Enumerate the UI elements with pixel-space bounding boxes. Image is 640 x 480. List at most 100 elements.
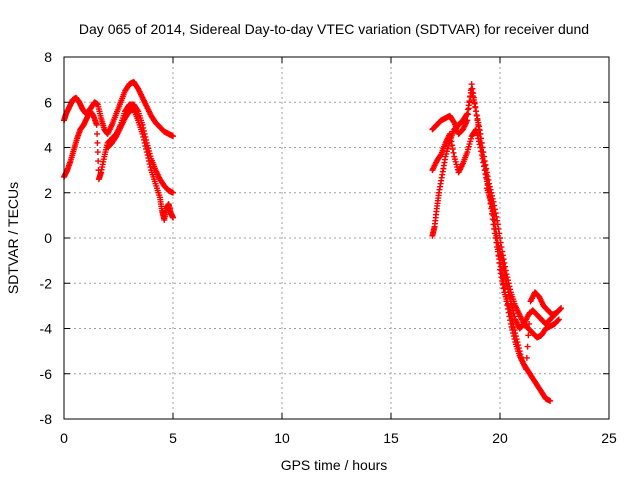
data-point: [140, 133, 147, 140]
data-point: [484, 180, 491, 187]
y-axis-label: SDTVAR / TECUs: [5, 182, 21, 294]
x-tick-label: 25: [601, 430, 617, 446]
y-tick-label: 2: [44, 185, 52, 201]
data-point: [475, 126, 482, 133]
data-point: [518, 354, 525, 361]
data-point: [448, 138, 455, 145]
data-point: [515, 342, 522, 349]
data-point: [510, 320, 517, 327]
data-point: [475, 121, 482, 128]
data-point: [496, 259, 503, 266]
data-point: [500, 285, 507, 292]
x-tick-label: 5: [169, 430, 177, 446]
data-point: [511, 327, 518, 334]
data-point: [449, 142, 456, 149]
data-point: [490, 212, 497, 219]
data-point: [95, 158, 102, 165]
data-point: [513, 336, 520, 343]
y-tick-label: 8: [44, 49, 52, 65]
data-point: [507, 308, 514, 315]
data-point: [481, 158, 488, 165]
data-point: [94, 149, 101, 156]
data-point: [94, 130, 101, 137]
data-point: [144, 152, 151, 159]
data-point: [473, 108, 480, 115]
data-point: [498, 274, 505, 281]
data-point: [512, 330, 519, 337]
data-point: [481, 162, 488, 169]
data-point: [479, 149, 486, 156]
data-point: [492, 225, 499, 232]
y-tick-label: -2: [40, 275, 53, 291]
data-point: [170, 189, 176, 196]
data-point: [146, 161, 153, 168]
data-point: [491, 216, 498, 223]
x-tick-label: 20: [492, 430, 508, 446]
data-point: [514, 339, 521, 346]
data-point: [446, 130, 453, 137]
grid: [64, 57, 609, 419]
data-point: [145, 155, 152, 162]
data-point: [146, 158, 153, 165]
data-point: [523, 354, 530, 361]
data-point: [489, 207, 496, 214]
data-point: [507, 311, 514, 318]
data-point: [517, 351, 524, 358]
data-point: [494, 239, 501, 246]
x-tick-label: 0: [60, 430, 68, 446]
data-point: [504, 286, 511, 293]
data-point: [483, 176, 490, 183]
data-point: [481, 163, 488, 170]
data-point: [505, 302, 512, 309]
data-point: [507, 295, 514, 302]
series-arc-3: [104, 106, 176, 223]
data-point: [472, 103, 479, 110]
data-point: [470, 90, 477, 97]
data-point: [489, 203, 496, 210]
y-tick-label: 6: [44, 94, 52, 110]
data-point: [141, 139, 148, 146]
data-point: [482, 167, 489, 174]
data-point: [524, 343, 531, 350]
data-point: [93, 121, 100, 128]
data-point: [139, 130, 146, 137]
data-point: [94, 139, 101, 146]
series-arc-6: [429, 81, 554, 404]
data-point: [480, 153, 487, 160]
data-point: [497, 266, 503, 273]
series-arc-1: [61, 78, 176, 140]
data-point: [557, 305, 564, 312]
data-point: [558, 305, 565, 312]
data-point: [143, 149, 150, 156]
data-point: [497, 270, 504, 277]
data-point: [476, 130, 483, 137]
data-point: [502, 276, 509, 283]
data-point: [147, 164, 154, 171]
data-point: [437, 152, 444, 159]
data-point: [473, 112, 480, 119]
y-tick-label: -4: [40, 321, 53, 337]
data-point: [466, 99, 473, 106]
data-point: [170, 214, 176, 221]
data-point: [510, 323, 517, 330]
data-point: [483, 171, 490, 178]
y-tick-label: -6: [40, 366, 53, 382]
data-point: [509, 317, 516, 324]
data-point: [508, 314, 515, 321]
data-point: [142, 142, 149, 149]
data-point: [464, 117, 471, 124]
data-point: [493, 232, 500, 239]
data-point: [515, 345, 522, 352]
data-point: [140, 136, 147, 143]
data-point: [526, 320, 533, 327]
y-tick-label: -8: [40, 411, 53, 427]
data-point: [465, 111, 472, 118]
axes: 0 5 10 15 20 25 -8 -6 -4 -2 0 2 4 6 8: [40, 49, 617, 446]
data-point: [470, 94, 477, 101]
data-point: [523, 366, 530, 373]
data-point: [495, 253, 502, 260]
data-point: [170, 133, 176, 140]
data-point: [478, 139, 485, 146]
